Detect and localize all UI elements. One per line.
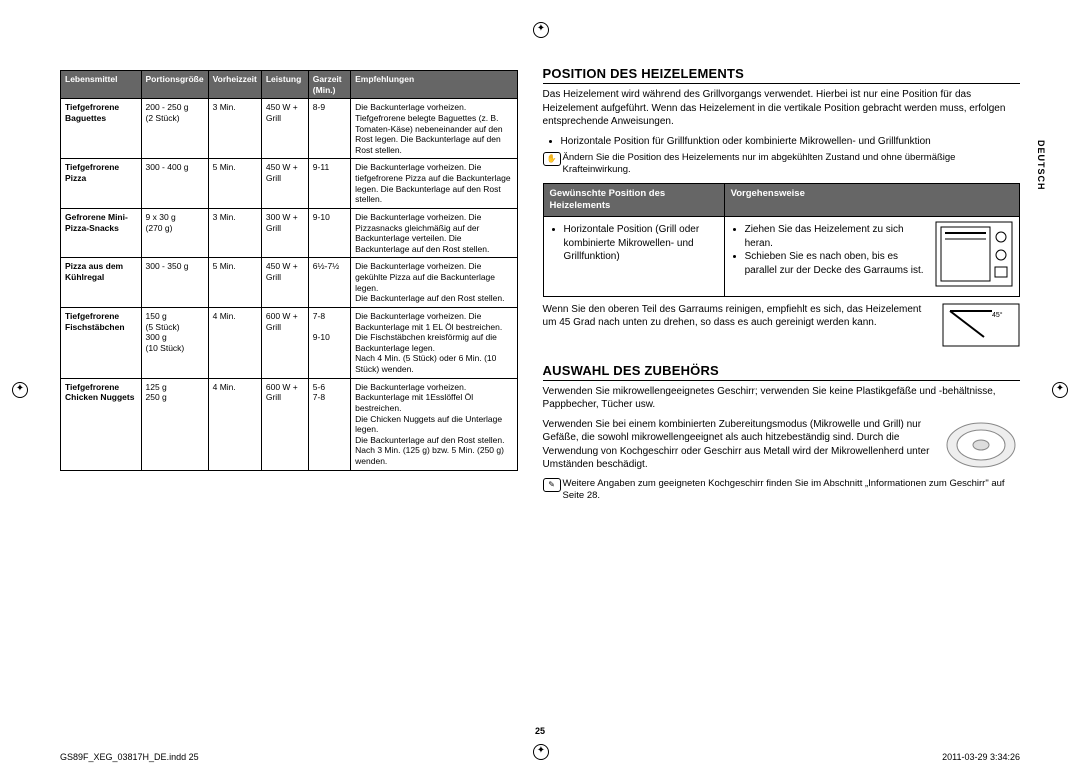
accessories-note: ✎ Weitere Angaben zum geeigneten Kochges… — [543, 478, 1020, 503]
heating-position-warning: ✋ Ändern Sie die Position des Heizelemen… — [543, 152, 1020, 177]
cleaning-45deg-diagram-icon: 45° — [942, 303, 1020, 349]
heating-position-bullet: Horizontale Position für Grillfunktion o… — [561, 135, 1020, 149]
heating-position-table: Gewünschte Position des Heizelements Vor… — [543, 183, 1020, 297]
table-row: Tiefgefrorene Chicken Nuggets125 g 250 g… — [61, 378, 518, 470]
table-row: Pizza aus dem Kühlregal300 - 350 g5 Min.… — [61, 258, 518, 308]
table-row: Tiefgefrorene Baguettes200 - 250 g (2 St… — [61, 99, 518, 159]
th-portion: Portionsgröße — [141, 71, 208, 99]
microwave-diagram-icon — [935, 221, 1013, 291]
footer-filename: GS89F_XEG_03817H_DE.indd 25 — [60, 752, 199, 762]
food-cooking-table-section: Lebensmittel Portionsgröße Vorheizzeit L… — [60, 70, 518, 508]
food-cooking-table: Lebensmittel Portionsgröße Vorheizzeit L… — [60, 70, 518, 471]
heading-heating-position: POSITION DES HEIZELEMENTS — [543, 66, 1020, 84]
th-time: Garzeit (Min.) — [308, 71, 350, 99]
heating-position-intro: Das Heizelement wird während des Grillvo… — [543, 88, 1020, 129]
th-recommend: Empfehlungen — [351, 71, 517, 99]
cleaning-tip-text: Wenn Sie den oberen Teil des Garraums re… — [543, 303, 934, 330]
table-row: Tiefgefrorene Pizza300 - 400 g5 Min.450 … — [61, 159, 518, 209]
warning-icon: ✋ — [543, 152, 561, 166]
svg-text:45°: 45° — [992, 311, 1003, 319]
pos-td-1: Horizontale Position (Grill oder kombini… — [543, 217, 724, 296]
footer-timestamp: 2011-03-29 3:34:26 — [942, 752, 1020, 762]
accessories-p2: Verwenden Sie bei einem kombinierten Zub… — [543, 418, 934, 472]
table-row: Tiefgefrorene Fischstäbchen150 g (5 Stüc… — [61, 307, 518, 378]
language-tab: DEUTSCH — [1036, 140, 1046, 191]
pos-th-2: Vorgehensweise — [724, 183, 1019, 217]
note-icon: ✎ — [543, 478, 561, 492]
pos-td-2: Ziehen Sie das Heizelement zu sich heran… — [724, 217, 1019, 296]
page-number: 25 — [0, 726, 1080, 736]
accessories-p1: Verwenden Sie mikrowellengeeignetes Gesc… — [543, 385, 1020, 412]
th-power: Leistung — [261, 71, 308, 99]
pos-th-1: Gewünschte Position des Heizelements — [543, 183, 724, 217]
heading-accessories: AUSWAHL DES ZUBEHÖRS — [543, 363, 1020, 381]
turntable-diagram-icon — [942, 418, 1020, 474]
th-food: Lebensmittel — [61, 71, 142, 99]
table-row: Gefrorene Mini-Pizza-Snacks9 x 30 g (270… — [61, 208, 518, 258]
th-preheat: Vorheizzeit — [208, 71, 261, 99]
